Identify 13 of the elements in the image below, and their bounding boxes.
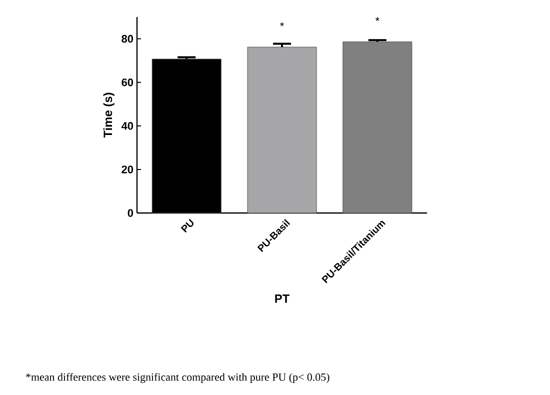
x-tick-label: PU xyxy=(180,218,194,233)
annotation: * xyxy=(375,17,380,21)
annotation: * xyxy=(280,22,284,26)
bar xyxy=(342,42,412,214)
y-tick-label: 0 xyxy=(128,209,134,217)
y-tick-label: 60 xyxy=(122,78,134,86)
y-tick-label: 80 xyxy=(122,34,134,43)
y-tick-label: 20 xyxy=(122,166,134,174)
x-axis-title: PT xyxy=(275,294,290,303)
y-tick-label: 40 xyxy=(121,122,134,130)
text: *mean differences were significant compared with pure PU (p< 0.05) xyxy=(26,372,330,384)
y-axis-title: Time (s) xyxy=(103,92,114,138)
bar xyxy=(247,46,317,214)
